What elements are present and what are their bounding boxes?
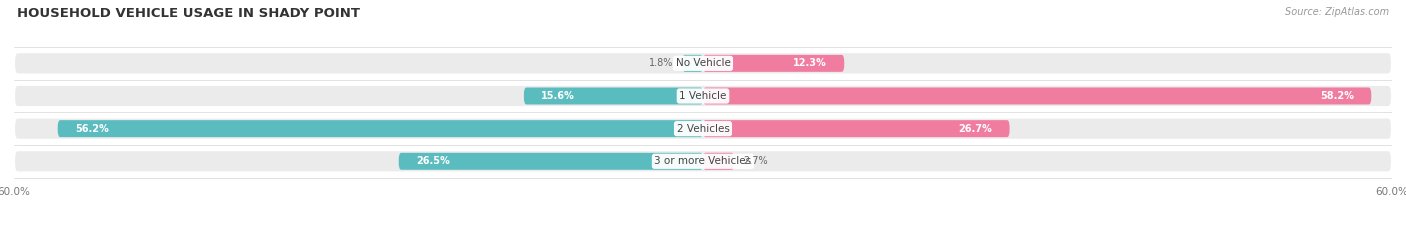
FancyBboxPatch shape: [14, 52, 1392, 74]
FancyBboxPatch shape: [14, 85, 1392, 107]
FancyBboxPatch shape: [703, 153, 734, 170]
Text: Source: ZipAtlas.com: Source: ZipAtlas.com: [1285, 7, 1389, 17]
Text: 12.3%: 12.3%: [793, 58, 827, 68]
Text: 58.2%: 58.2%: [1320, 91, 1354, 101]
Text: 1 Vehicle: 1 Vehicle: [679, 91, 727, 101]
Text: 15.6%: 15.6%: [541, 91, 575, 101]
FancyBboxPatch shape: [703, 120, 1010, 137]
Text: 26.7%: 26.7%: [959, 124, 993, 134]
FancyBboxPatch shape: [703, 55, 844, 72]
Text: 56.2%: 56.2%: [75, 124, 108, 134]
FancyBboxPatch shape: [14, 117, 1392, 140]
FancyBboxPatch shape: [399, 153, 703, 170]
Text: 2 Vehicles: 2 Vehicles: [676, 124, 730, 134]
Text: 2.7%: 2.7%: [744, 156, 768, 166]
FancyBboxPatch shape: [682, 55, 703, 72]
Text: 1.8%: 1.8%: [648, 58, 673, 68]
FancyBboxPatch shape: [14, 150, 1392, 172]
FancyBboxPatch shape: [703, 88, 1371, 105]
Text: 26.5%: 26.5%: [416, 156, 450, 166]
FancyBboxPatch shape: [58, 120, 703, 137]
Text: HOUSEHOLD VEHICLE USAGE IN SHADY POINT: HOUSEHOLD VEHICLE USAGE IN SHADY POINT: [17, 7, 360, 20]
Text: 3 or more Vehicles: 3 or more Vehicles: [654, 156, 752, 166]
Text: No Vehicle: No Vehicle: [675, 58, 731, 68]
FancyBboxPatch shape: [524, 88, 703, 105]
Legend: Owner-occupied, Renter-occupied: Owner-occupied, Renter-occupied: [588, 231, 818, 234]
